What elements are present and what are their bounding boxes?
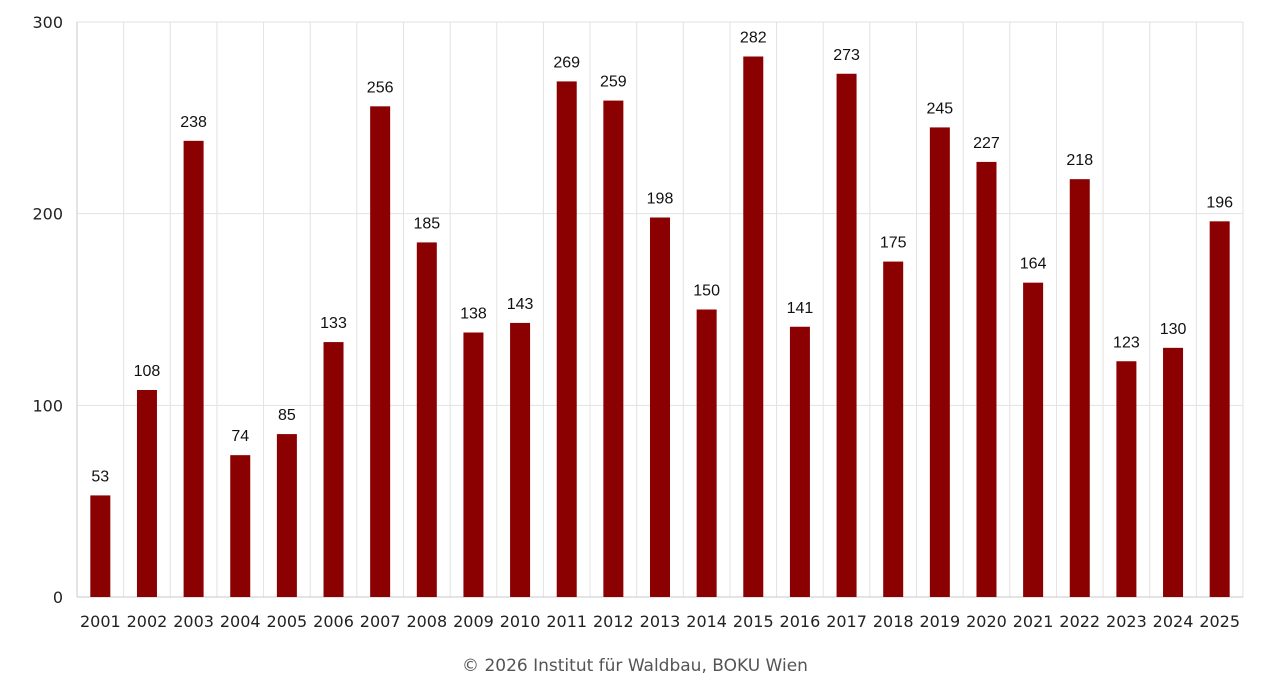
bar-2023 [1116, 361, 1137, 597]
bar-2016 [789, 326, 810, 597]
data-label-2001: 53 [91, 468, 109, 485]
x-tick-label-2015: 2015 [733, 612, 774, 631]
x-tick-label-2001: 2001 [80, 612, 121, 631]
bar-chart: 53 108 238 74 85 133 256 185 138 143 269 259 198 150 2… [32, 13, 1244, 631]
y-axis: 0 100 200 300 [32, 13, 63, 607]
bars-layer [90, 56, 1230, 598]
bar-2012 [603, 100, 624, 597]
y-tick-label: 200 [32, 205, 63, 224]
bar-2010 [510, 322, 531, 597]
data-label-2013: 198 [647, 191, 674, 208]
bar-2018 [883, 261, 904, 597]
bar-2007 [370, 106, 391, 597]
x-tick-label-2020: 2020 [966, 612, 1007, 631]
x-tick-label-2024: 2024 [1153, 612, 1194, 631]
bar-2004 [230, 455, 251, 597]
data-label-2017: 273 [833, 47, 860, 64]
x-tick-label-2022: 2022 [1059, 612, 1100, 631]
data-label-2010: 143 [507, 296, 534, 313]
bar-2022 [1069, 179, 1090, 597]
y-tick-label: 100 [32, 396, 63, 415]
data-label-2011: 269 [553, 54, 580, 71]
x-tick-label-2004: 2004 [220, 612, 261, 631]
x-axis: 2001 2002 2003 2004 2005 2006 2007 2008 2009 2010… [80, 612, 1240, 631]
data-label-2007: 256 [367, 79, 394, 96]
x-tick-label-2025: 2025 [1199, 612, 1240, 631]
bar-2009 [463, 332, 484, 597]
bar-2013 [650, 217, 670, 597]
data-label-2008: 185 [413, 215, 440, 232]
x-tick-label-2005: 2005 [267, 612, 308, 631]
bar-2024 [1163, 347, 1184, 597]
x-tick-label-2008: 2008 [406, 612, 447, 631]
x-tick-label-2017: 2017 [826, 612, 867, 631]
data-label-2020: 227 [973, 135, 1000, 152]
bar-2015 [743, 56, 764, 597]
bar-2014 [696, 309, 717, 597]
data-label-2009: 138 [460, 306, 487, 323]
data-label-2022: 218 [1066, 152, 1093, 169]
bar-2006 [323, 342, 344, 597]
bar-2002 [136, 390, 157, 597]
x-tick-label-2007: 2007 [360, 612, 401, 631]
bar-2017 [836, 73, 857, 597]
x-tick-label-2014: 2014 [686, 612, 727, 631]
data-label-2025: 196 [1206, 194, 1233, 211]
grid-layer [76, 21, 1244, 598]
data-label-2003: 238 [180, 114, 207, 131]
data-label-2021: 164 [1020, 256, 1047, 273]
x-tick-label-2018: 2018 [873, 612, 914, 631]
x-tick-label-2011: 2011 [546, 612, 587, 631]
data-label-2023: 123 [1113, 334, 1140, 351]
x-tick-label-2009: 2009 [453, 612, 494, 631]
data-label-2014: 150 [693, 283, 720, 300]
data-label-2024: 130 [1160, 321, 1187, 338]
bar-2008 [416, 242, 437, 597]
bar-2005 [276, 434, 297, 597]
y-tick-label: 0 [53, 588, 63, 607]
bar-2020 [976, 161, 997, 597]
y-tick-label: 300 [32, 13, 63, 32]
x-tick-label-2013: 2013 [640, 612, 681, 631]
x-tick-label-2021: 2021 [1013, 612, 1054, 631]
copyright-credit: © 2026 Institut für Waldbau, BOKU Wien [462, 656, 808, 676]
data-label-2005: 85 [278, 407, 296, 424]
data-label-2012: 259 [600, 74, 627, 91]
bar-2019 [929, 127, 950, 598]
x-tick-label-2019: 2019 [919, 612, 960, 631]
data-labels-layer: 53 108 238 74 85 133 256 185 138 143 269 259 198 150 2… [91, 30, 1233, 486]
bar-2011 [556, 81, 577, 597]
data-label-2002: 108 [134, 363, 161, 380]
x-tick-label-2003: 2003 [173, 612, 214, 631]
data-label-2018: 175 [880, 235, 907, 252]
data-label-2004: 74 [231, 428, 249, 445]
x-tick-label-2012: 2012 [593, 612, 634, 631]
x-tick-label-2002: 2002 [127, 612, 168, 631]
bar-2021 [1023, 282, 1044, 597]
data-label-2019: 245 [926, 100, 953, 117]
bar-2001 [90, 495, 111, 597]
bar-2003 [183, 140, 204, 598]
data-label-2015: 282 [740, 30, 767, 47]
bar-2025 [1209, 221, 1230, 598]
x-tick-label-2016: 2016 [780, 612, 821, 631]
x-tick-label-2006: 2006 [313, 612, 354, 631]
x-tick-label-2023: 2023 [1106, 612, 1147, 631]
data-label-2016: 141 [787, 300, 814, 317]
x-tick-label-2010: 2010 [500, 612, 541, 631]
data-label-2006: 133 [320, 315, 347, 332]
